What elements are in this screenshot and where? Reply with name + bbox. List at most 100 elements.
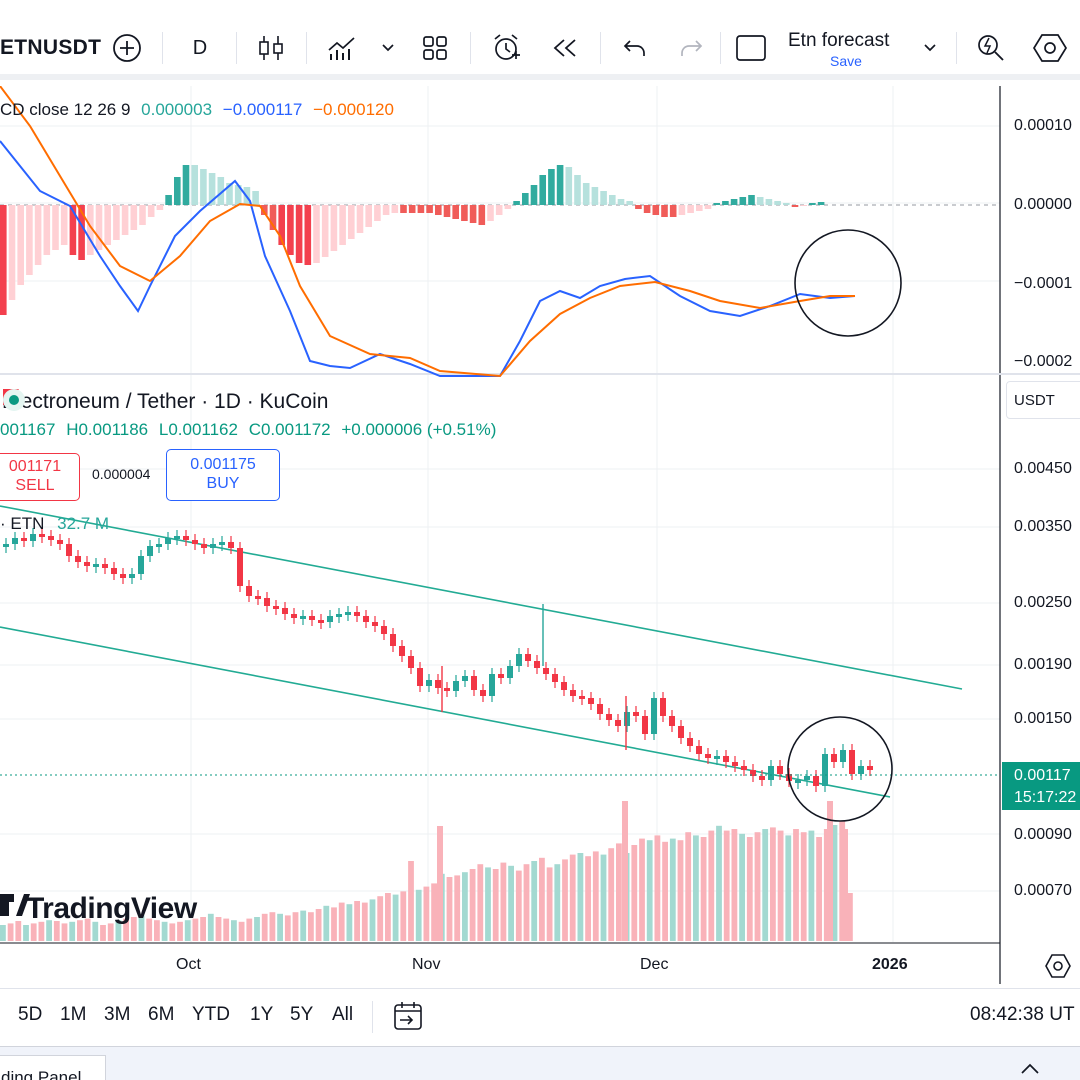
quick-search-button[interactable] (974, 28, 1008, 68)
compare-symbol-button[interactable] (110, 28, 144, 68)
macd-histogram-bar (435, 205, 442, 215)
market-open-icon[interactable] (3, 388, 402, 412)
settings-button[interactable] (1030, 28, 1070, 68)
range-ytd[interactable]: YTD (192, 1004, 230, 1025)
redo-button[interactable] (676, 28, 706, 68)
replay-button[interactable] (548, 28, 582, 68)
volume-bar (38, 921, 45, 941)
candle-body (264, 598, 270, 606)
range-all[interactable]: All (332, 1004, 354, 1025)
volume-bar (300, 910, 307, 941)
macd-histogram-bar (556, 165, 564, 205)
price-tick: 0.00070 (1014, 882, 1072, 899)
volume-bar (261, 913, 268, 941)
macd-histogram-bar (208, 173, 216, 205)
layout-toggle-button[interactable] (734, 28, 768, 68)
chart-canvas[interactable] (0, 86, 1080, 986)
volume-bar (346, 904, 353, 941)
macd-histogram-bar (191, 165, 198, 205)
macd-histogram-bar (217, 177, 225, 205)
alert-button[interactable] (488, 28, 524, 68)
candle-body (417, 668, 423, 686)
macd-histogram-bar (365, 205, 372, 227)
macd-histogram-bar (330, 205, 338, 251)
candle-body (516, 654, 522, 666)
go-to-date-button[interactable] (392, 1000, 424, 1032)
candle-body (525, 654, 531, 661)
macd-histogram-bar (696, 205, 703, 211)
range-5d[interactable]: 5D (18, 1004, 43, 1025)
volume-bar (477, 864, 484, 941)
buy-button[interactable]: 0.001175 BUY (166, 449, 280, 501)
volume-bar (84, 918, 91, 941)
candle-body (642, 716, 648, 734)
volume-bar (437, 826, 443, 941)
macd-histogram-bar (147, 205, 155, 217)
time-tick: Nov (412, 956, 441, 973)
volume-bar (531, 861, 538, 941)
range-1m[interactable]: 1M (60, 1004, 87, 1025)
macd-histogram-bar (765, 199, 773, 205)
macd-line (0, 140, 856, 377)
candle-body (858, 766, 864, 774)
macd-histogram-bar (95, 205, 103, 250)
volume-bar (323, 905, 330, 941)
indicators-dropdown[interactable] (378, 28, 398, 68)
chart-area[interactable]: CD close 12 26 9 0.000003 −0.000117 −0.0… (0, 86, 1080, 986)
candle-body (633, 712, 639, 716)
save-layout-link[interactable]: Save (830, 53, 862, 69)
range-bar: 5D 1M 3M 6M YTD 1Y 5Y All 08:42:38 UT (0, 988, 1080, 1044)
symbol-search-button[interactable]: ETNUSDT (0, 36, 102, 59)
candle-body (57, 540, 63, 544)
macd-histogram-bar (643, 205, 651, 213)
volume-bar (238, 921, 245, 941)
volume-bar (431, 883, 437, 941)
macd-hist-value: −0.000120 (313, 100, 394, 119)
alarm-clock-icon (494, 34, 520, 60)
candle-body (21, 538, 27, 541)
volume-bar (708, 830, 715, 941)
macd-histogram-bar (165, 195, 172, 205)
timezone-clock[interactable]: 08:42:38 UT (970, 1004, 1075, 1025)
macd-histogram-bar (443, 205, 451, 217)
volume-bar (284, 915, 291, 941)
candle-body (867, 766, 873, 770)
candle-body (732, 762, 738, 766)
candle-body (102, 564, 108, 568)
indicators-icon (328, 37, 355, 60)
macd-histogram-bar (200, 169, 207, 205)
chevron-down-icon (924, 44, 936, 52)
layout-menu-dropdown[interactable] (918, 28, 942, 68)
indicators-button[interactable] (324, 28, 360, 68)
candle-body (336, 614, 342, 617)
volume-bar (631, 845, 638, 941)
candle-style-button[interactable] (254, 28, 288, 68)
interval-button[interactable]: D (192, 36, 208, 59)
layout-button[interactable] (418, 28, 452, 68)
range-3m[interactable]: 3M (104, 1004, 131, 1025)
range-6m[interactable]: 6M (148, 1004, 175, 1025)
trading-panel-tab[interactable]: ding Panel (0, 1055, 106, 1080)
volume-bar (400, 891, 407, 941)
volume-bar (731, 829, 738, 941)
range-1y[interactable]: 1Y (250, 1004, 274, 1025)
price-tick: 0.00150 (1014, 710, 1072, 727)
candle-body (471, 676, 477, 690)
macd-histogram-bar (17, 205, 24, 285)
search-lightning-icon (978, 35, 1004, 61)
chart-settings-button[interactable] (1044, 952, 1072, 980)
macd-histogram-bar (104, 205, 111, 245)
undo-button[interactable] (620, 28, 650, 68)
volume-bar (585, 856, 591, 941)
range-5y[interactable]: 5Y (290, 1004, 314, 1025)
expand-panel-button[interactable] (1018, 1061, 1042, 1077)
price-highlight-circle (787, 716, 893, 822)
layout-name[interactable]: Etn forecast (788, 30, 890, 51)
volume-bar (800, 832, 807, 941)
candle-body (39, 534, 45, 537)
macd-histogram-bar (295, 205, 303, 263)
currency-label[interactable]: USDT (1006, 381, 1080, 419)
macd-legend: CD close 12 26 9 0.000003 −0.000117 −0.0… (0, 100, 394, 120)
macd-histogram-bar (417, 205, 425, 213)
sell-button[interactable]: 001171 SELL (0, 453, 80, 501)
